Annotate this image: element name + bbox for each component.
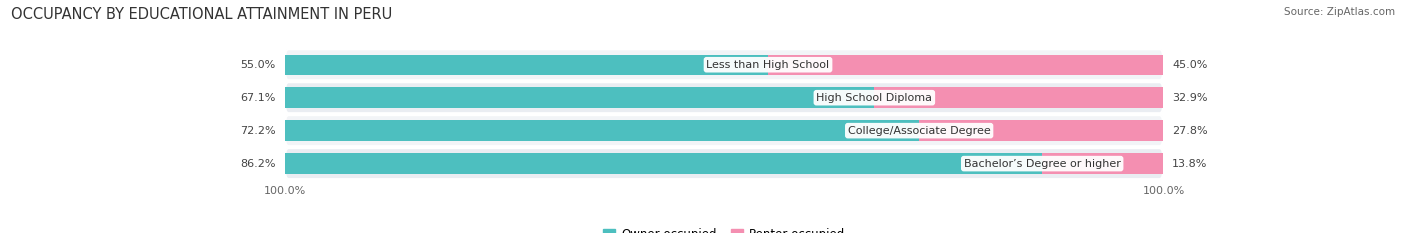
Text: 13.8%: 13.8% [1173, 159, 1208, 169]
Bar [284, 120, 920, 141]
Bar [920, 120, 1164, 141]
Text: 27.8%: 27.8% [1173, 126, 1208, 136]
Bar [284, 87, 875, 108]
Bar [1042, 153, 1164, 174]
FancyBboxPatch shape [284, 148, 1164, 179]
Text: Source: ZipAtlas.com: Source: ZipAtlas.com [1284, 7, 1395, 17]
Bar [768, 55, 1164, 75]
FancyBboxPatch shape [284, 82, 1164, 113]
Text: 32.9%: 32.9% [1173, 93, 1208, 103]
FancyBboxPatch shape [284, 49, 1164, 80]
Text: 55.0%: 55.0% [240, 60, 276, 70]
Text: Bachelor’s Degree or higher: Bachelor’s Degree or higher [963, 159, 1121, 169]
Legend: Owner-occupied, Renter-occupied: Owner-occupied, Renter-occupied [599, 224, 849, 233]
Text: 72.2%: 72.2% [240, 126, 276, 136]
Text: 67.1%: 67.1% [240, 93, 276, 103]
FancyBboxPatch shape [284, 115, 1164, 146]
Text: 86.2%: 86.2% [240, 159, 276, 169]
Text: Less than High School: Less than High School [706, 60, 830, 70]
Bar [284, 55, 768, 75]
Bar [875, 87, 1164, 108]
Text: College/Associate Degree: College/Associate Degree [848, 126, 991, 136]
Text: OCCUPANCY BY EDUCATIONAL ATTAINMENT IN PERU: OCCUPANCY BY EDUCATIONAL ATTAINMENT IN P… [11, 7, 392, 22]
Text: 45.0%: 45.0% [1173, 60, 1208, 70]
Bar [284, 153, 1042, 174]
Text: High School Diploma: High School Diploma [817, 93, 932, 103]
